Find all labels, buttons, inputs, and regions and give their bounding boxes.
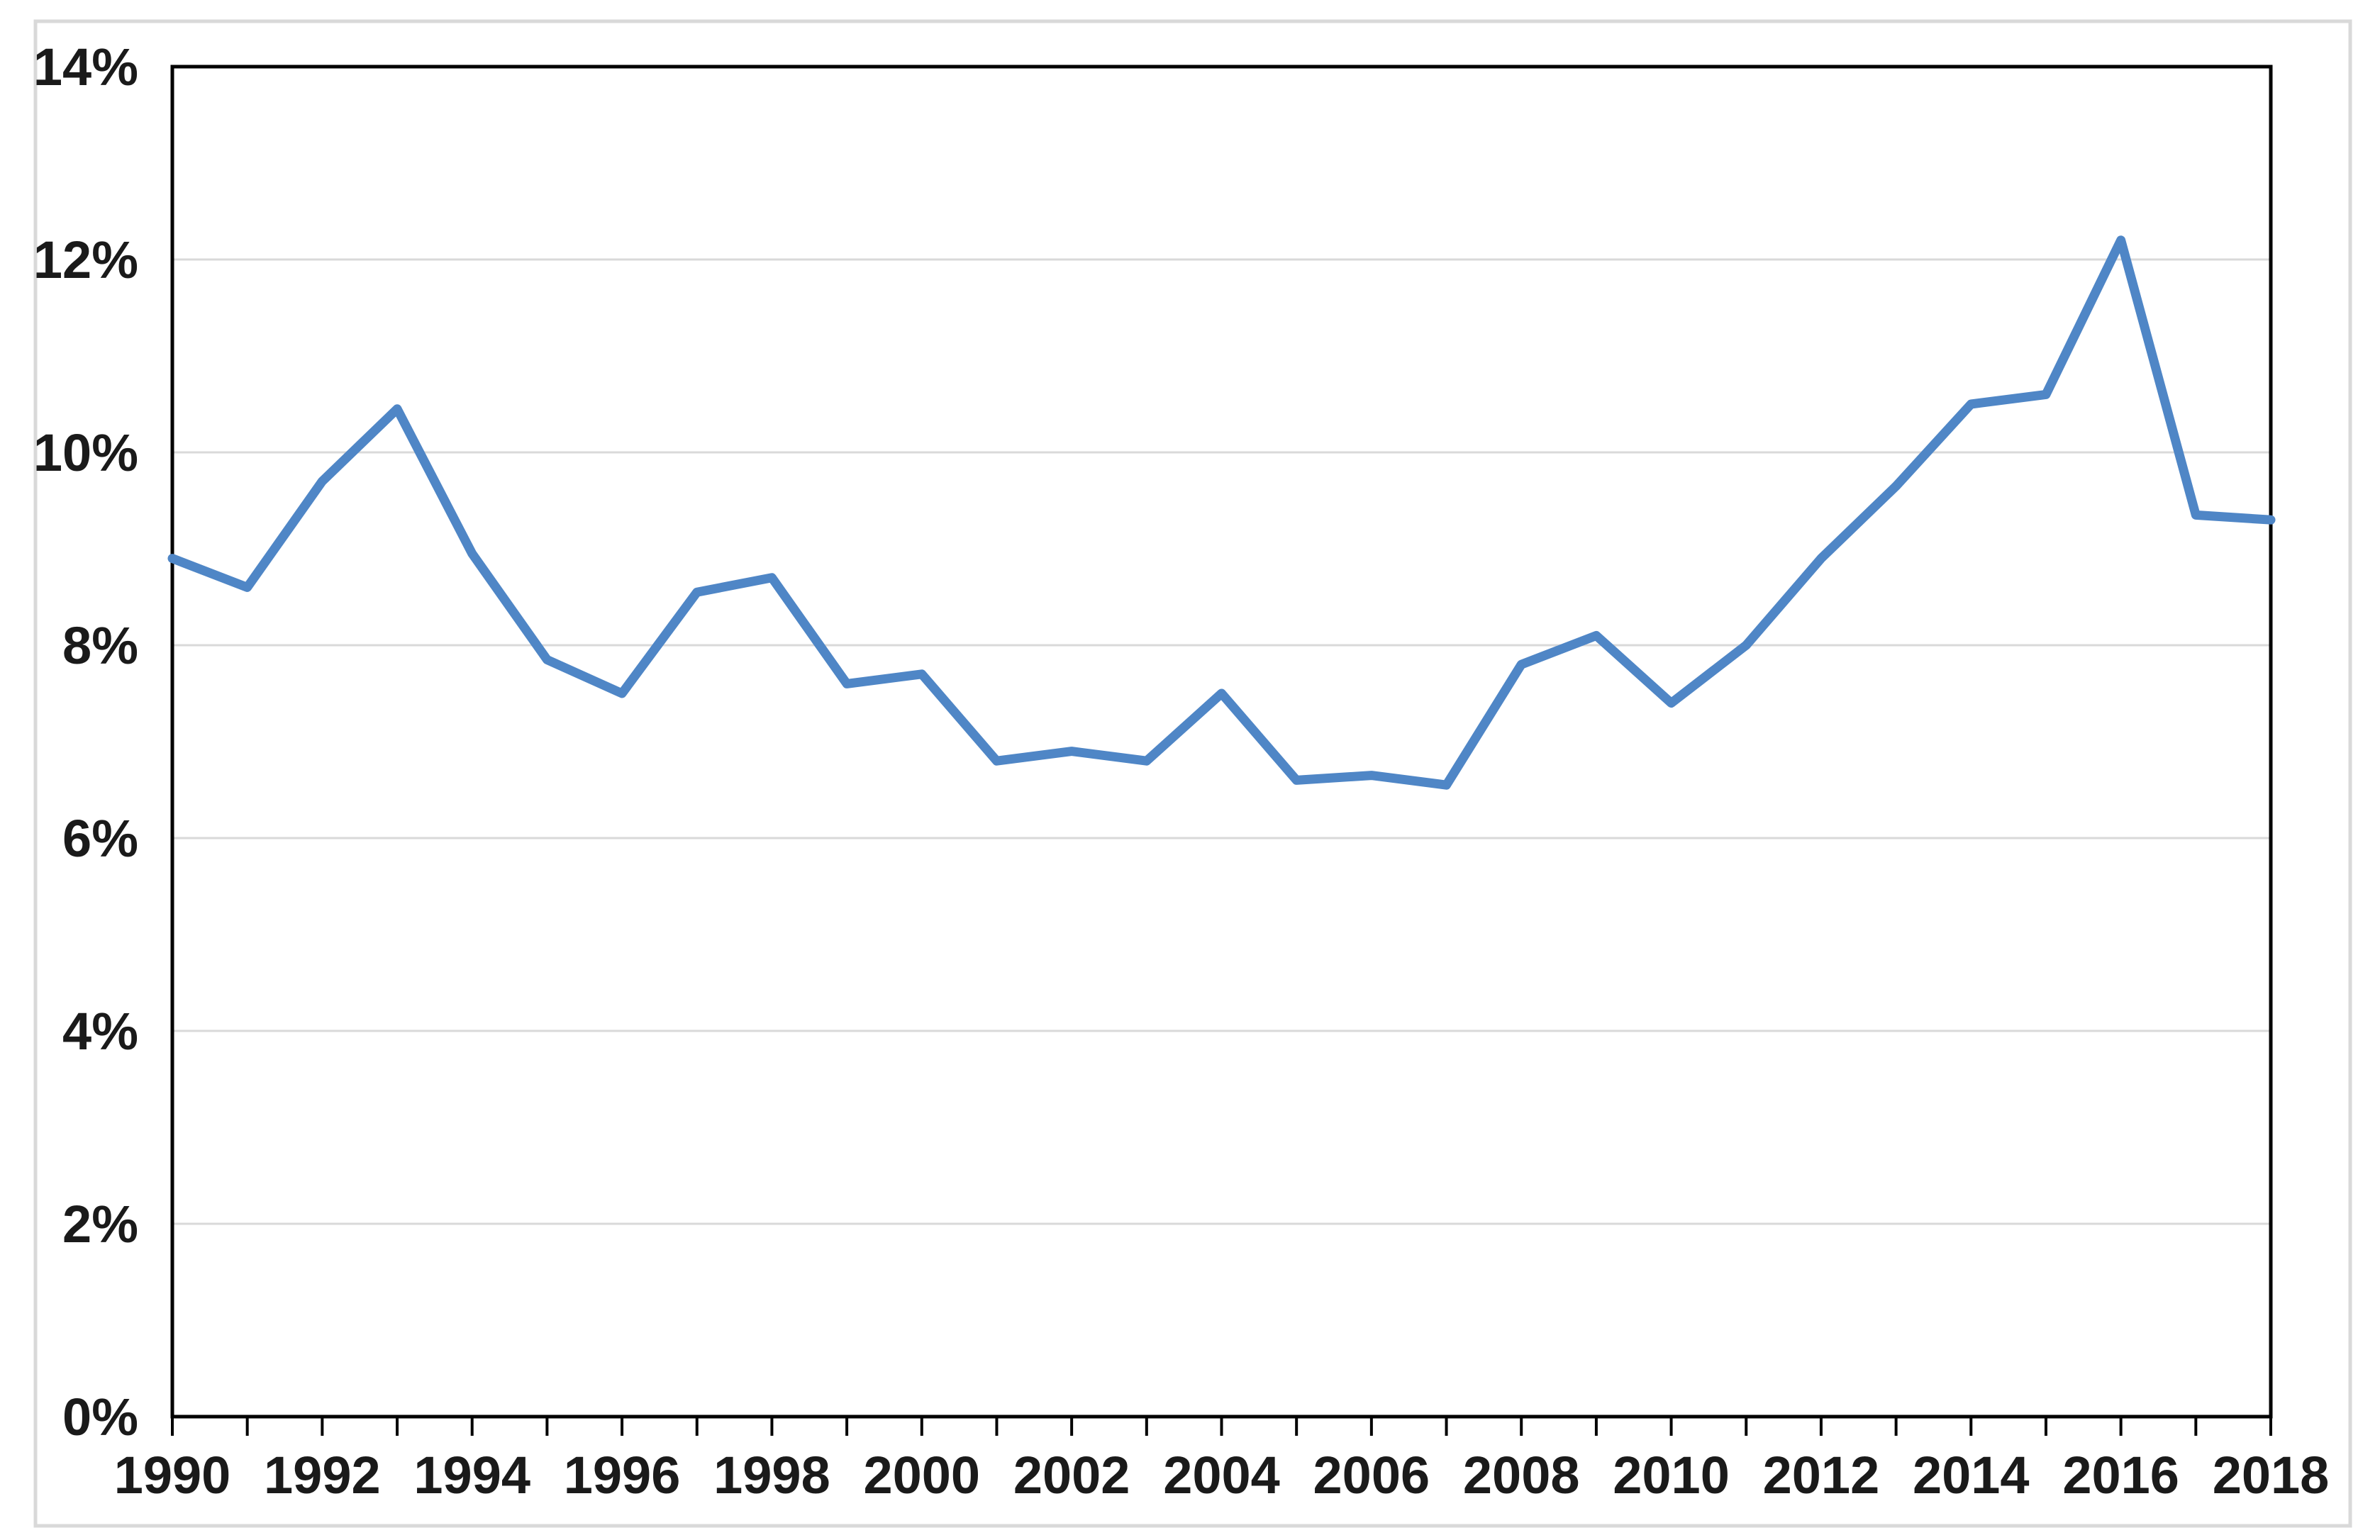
y-tick-label-8pct: 8% [62, 616, 138, 675]
x-tick-label-2000: 2000 [863, 1446, 980, 1505]
x-tick-label-2010: 2010 [1613, 1446, 1730, 1505]
x-tick-label-2018: 2018 [2213, 1446, 2330, 1505]
y-tick-label-10pct: 10% [33, 423, 138, 482]
chart-outer-frame [33, 19, 2352, 1528]
x-tick-label-1994: 1994 [413, 1446, 530, 1505]
x-tick-label-2004: 2004 [1163, 1446, 1280, 1505]
y-tick-label-2pct: 2% [62, 1195, 138, 1254]
x-tick-label-1992: 1992 [264, 1446, 381, 1505]
x-tick-label-2002: 2002 [1013, 1446, 1130, 1505]
x-tick-label-2008: 2008 [1463, 1446, 1580, 1505]
y-tick-label-0pct: 0% [62, 1388, 138, 1446]
y-tick-label-4pct: 4% [62, 1002, 138, 1061]
x-tick-label-2012: 2012 [1763, 1446, 1880, 1505]
y-tick-label-6pct: 6% [62, 809, 138, 868]
x-tick-label-2014: 2014 [1913, 1446, 2030, 1505]
x-tick-label-1990: 1990 [114, 1446, 231, 1505]
x-tick-label-2016: 2016 [2062, 1446, 2179, 1505]
data-series-line-percent-share [167, 235, 2276, 790]
y-tick-label-12pct: 12% [33, 230, 138, 289]
x-tick-label-1998: 1998 [713, 1446, 830, 1505]
x-tick-label-1996: 1996 [564, 1446, 681, 1505]
x-tick-label-2006: 2006 [1313, 1446, 1430, 1505]
y-tick-label-14pct: 14% [33, 38, 138, 96]
